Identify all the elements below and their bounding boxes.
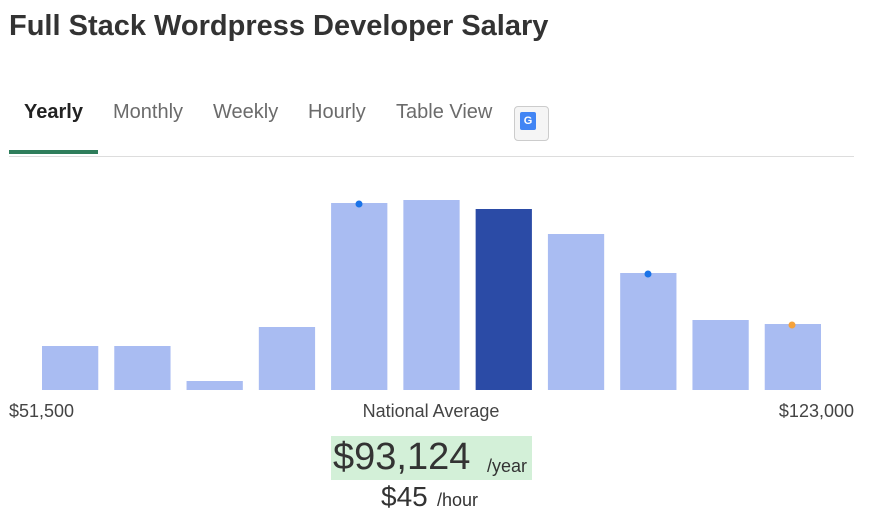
- center-label: National Average: [363, 401, 500, 421]
- average-amount: $93,124: [333, 436, 471, 478]
- marker: [355, 200, 363, 208]
- page-title: Full Stack Wordpress Developer Salary: [9, 10, 549, 42]
- max-label: $123,000: [779, 401, 854, 421]
- bar: [114, 346, 171, 390]
- bar: [42, 346, 99, 390]
- bar: [258, 327, 316, 390]
- active-tab-indicator: [9, 150, 98, 154]
- tab[interactable]: Hourly: [308, 101, 366, 123]
- marker: [788, 321, 796, 329]
- tab[interactable]: Table View: [396, 101, 493, 123]
- bar: [186, 381, 243, 390]
- hourly-unit: /hour: [437, 490, 479, 510]
- hourly-amount: $45: [381, 481, 428, 512]
- tab-divider: [9, 156, 854, 157]
- bar: [403, 200, 460, 390]
- average-highlight: [331, 436, 532, 480]
- translate-icon: G: [520, 112, 536, 130]
- tab[interactable]: Monthly: [113, 101, 184, 123]
- bar: [620, 273, 677, 390]
- average-unit: /year: [487, 456, 528, 476]
- tab[interactable]: Weekly: [213, 101, 279, 123]
- bar: [547, 234, 605, 390]
- tab[interactable]: Yearly: [24, 101, 83, 123]
- bar: [331, 203, 388, 390]
- bar: [692, 320, 749, 390]
- min-label: $51,500: [9, 401, 74, 421]
- bar: [764, 324, 821, 390]
- bar: [475, 209, 532, 390]
- marker: [644, 270, 652, 278]
- translate-button[interactable]: G: [514, 106, 549, 141]
